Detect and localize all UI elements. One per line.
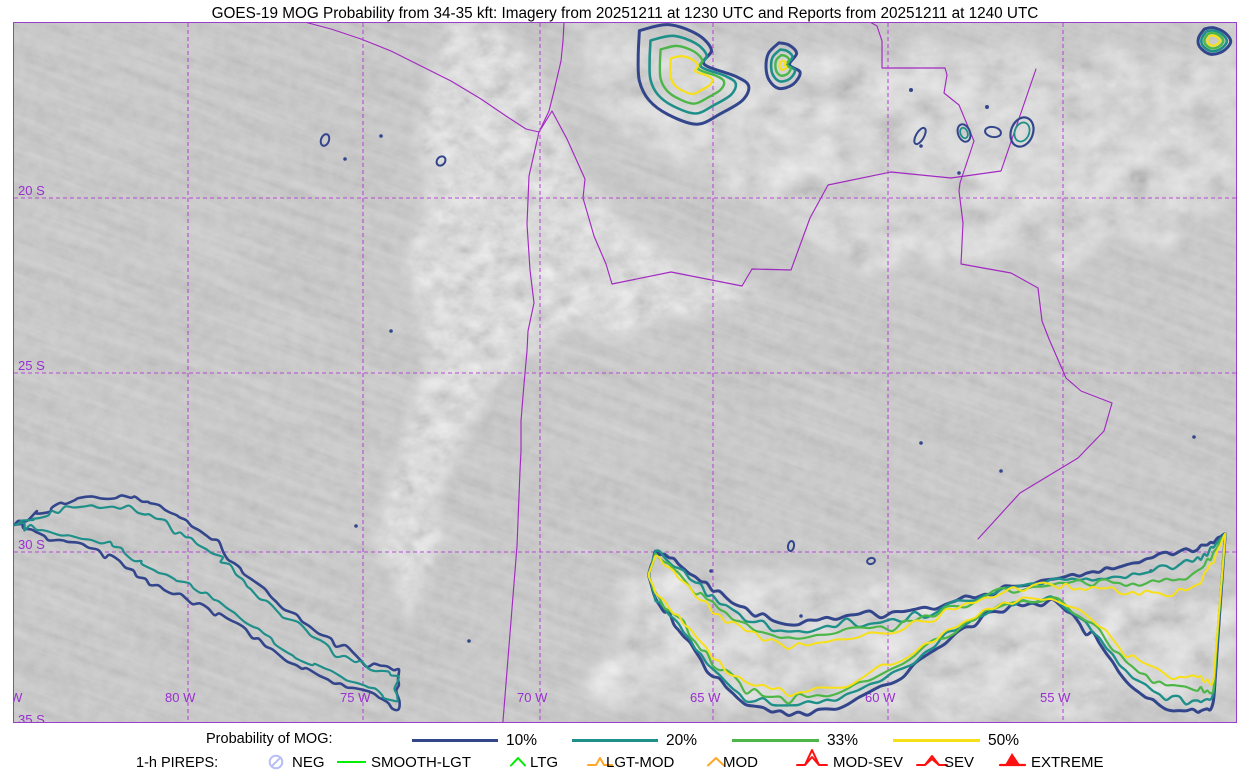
svg-text:1-h PIREPS:: 1-h PIREPS: xyxy=(136,755,218,771)
svg-text:LTG: LTG xyxy=(530,754,558,771)
svg-text:35 S: 35 S xyxy=(18,712,45,723)
svg-text:NEG: NEG xyxy=(292,754,325,771)
svg-text:75 W: 75 W xyxy=(340,690,371,705)
svg-text:SEV: SEV xyxy=(944,754,974,771)
svg-text:EXTREME: EXTREME xyxy=(1031,754,1104,771)
svg-text:20%: 20% xyxy=(666,732,697,749)
svg-text:80 W: 80 W xyxy=(165,690,196,705)
svg-text:50%: 50% xyxy=(988,732,1019,749)
svg-text:85 W: 85 W xyxy=(14,690,23,705)
svg-text:25 S: 25 S xyxy=(18,358,45,373)
svg-text:Probability of MOG:: Probability of MOG: xyxy=(206,731,333,747)
svg-text:MOD: MOD xyxy=(723,754,758,771)
svg-text:SMOOTH-LGT: SMOOTH-LGT xyxy=(371,754,471,771)
svg-text:33%: 33% xyxy=(827,732,858,749)
svg-text:LGT-MOD: LGT-MOD xyxy=(606,754,675,771)
svg-text:30 S: 30 S xyxy=(18,537,45,552)
svg-text:MOD-SEV: MOD-SEV xyxy=(833,754,903,771)
svg-text:70 W: 70 W xyxy=(517,690,548,705)
svg-text:65 W: 65 W xyxy=(690,690,721,705)
svg-text:20 S: 20 S xyxy=(18,183,45,198)
svg-text:10%: 10% xyxy=(506,732,537,749)
svg-text:55 W: 55 W xyxy=(1040,690,1071,705)
